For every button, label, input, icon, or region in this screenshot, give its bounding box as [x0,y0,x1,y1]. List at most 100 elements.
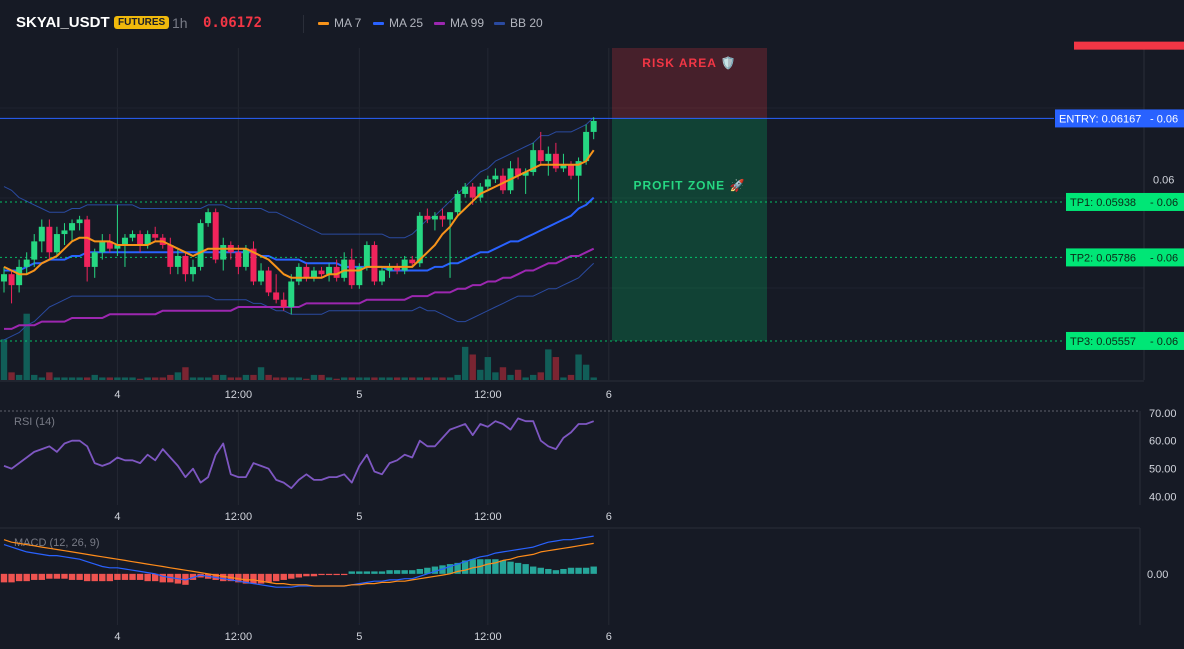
price-tag [1144,248,1184,267]
macd-histogram-bar [242,573,250,584]
rsi-line [3,417,595,490]
macd-signal-line [3,539,594,587]
macd-histogram-bar [446,564,454,574]
candle [409,259,416,264]
volume-bar [280,377,287,380]
candle [197,223,204,267]
volume-bar [106,377,114,380]
candle [8,274,15,286]
legend-swatch [318,21,329,25]
timeframe-label[interactable]: 1h [172,15,188,31]
macd-histogram-bar [129,573,136,580]
macd-histogram-bar [484,559,492,574]
volume-bar [257,367,265,380]
macd-histogram-bar [295,573,303,578]
volume-bar [121,377,129,380]
volume-bar [560,377,567,380]
candle [295,266,302,282]
price-tag-label: - 0.06 [1150,252,1178,264]
legend-ma7[interactable]: MA 7 [318,16,361,30]
macd-histogram-bar [257,573,265,584]
macd-histogram-bar [514,562,522,574]
volume-bar [439,377,446,380]
candle [583,131,590,162]
candle [326,266,333,275]
volume-bar [590,377,597,380]
macd-histogram-bar [0,573,8,583]
macd-histogram-bar [310,573,318,577]
macd-histogram-bar [545,568,552,574]
macd-histogram-bar [378,571,386,574]
legend-swatch [373,21,384,25]
volume-bar [492,372,499,380]
tp-label: TP2: 0.05786 [1070,252,1136,264]
candle [205,212,212,224]
time-axis-label: 5 [356,389,362,401]
macd-histogram-bar [424,567,431,574]
tp-tag [1066,331,1144,350]
volume-bar [303,378,310,380]
candle [16,266,23,286]
volume-bar [272,377,280,380]
symbol-name[interactable]: SKYAI_USDT [16,14,110,31]
volume-bar [220,374,227,380]
macd-histogram-bar [280,573,287,580]
candle [424,215,431,220]
volume-bar [310,374,318,380]
candle [46,226,53,253]
legend-bb20[interactable]: BB 20 [494,16,543,30]
legend-label: MA 99 [450,16,485,30]
legend-ma99[interactable]: MA 99 [434,16,484,30]
header-divider [303,15,304,33]
macd-histogram-bar [341,573,348,576]
volume-bar [129,377,136,380]
candle [31,241,38,260]
candle [560,164,567,169]
candle [341,259,348,278]
macd-histogram-bar [288,573,295,579]
macd-histogram-bar [431,566,439,574]
candle [106,241,113,249]
legend-swatch [494,21,505,25]
volume-bar [424,377,431,380]
volume-bar [582,364,590,380]
time-axis-label: 4 [114,511,120,523]
macd-histogram-bar [582,567,590,574]
macd-histogram-bar [530,566,537,574]
candle [235,252,242,267]
time-axis-label: 4 [114,389,120,401]
macd-histogram-bar [272,573,280,582]
macd-histogram-bar [522,564,529,574]
candle [333,266,340,278]
macd-histogram-bar [61,573,68,579]
candle [53,234,60,253]
macd-histogram-bar [537,567,544,574]
candle [454,193,461,213]
macd-histogram-bar [8,573,15,583]
volume-bar [401,377,408,380]
candle [69,223,76,231]
candle [61,230,68,235]
volume-bar [114,377,121,380]
macd-histogram-bar [492,559,499,574]
volume-bar [68,377,76,380]
candle [258,270,265,282]
risk-area-zone [612,48,767,119]
volume-bar [76,377,83,380]
macd-histogram-bar [121,573,129,580]
candle [1,274,7,282]
bb-lower-line [3,262,595,341]
legend-ma25[interactable]: MA 25 [373,16,423,30]
macd-histogram-bar [220,573,227,582]
price-tag [1144,331,1184,350]
volume-bar [189,377,197,380]
volume-bar [454,374,461,380]
time-axis-label: 12:00 [474,511,502,523]
price-tag-label: - 0.06 [1150,197,1178,209]
volume-bar [333,378,340,380]
macd-histogram-bar [46,573,53,579]
tp-tag [1066,192,1144,211]
volume-bar [499,367,507,380]
volume-bar [552,357,560,380]
